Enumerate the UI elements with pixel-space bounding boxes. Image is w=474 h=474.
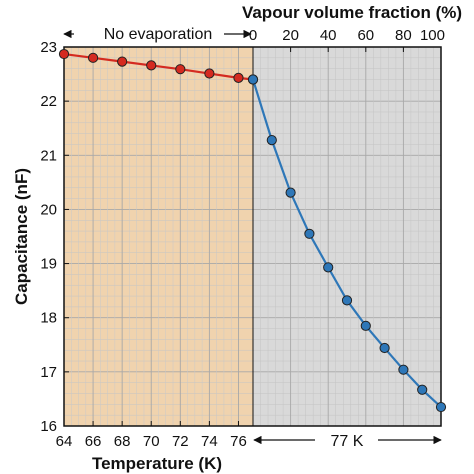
y-tick-label: 18 [40,310,57,327]
top-axis-title: Vapour volume fraction (%) [242,3,462,22]
data-point [304,228,315,239]
y-tick-label: 21 [40,147,57,164]
x-bottom-tick-label: 66 [85,433,102,450]
x-top-tick-label: 80 [395,27,412,44]
x-top-tick-label: 0 [249,27,257,44]
y-axis-title: Capacitance (nF) [12,168,31,305]
data-point [360,320,371,331]
data-point [435,401,447,413]
x-bottom-tick-label: 72 [172,433,189,450]
data-point [204,68,215,79]
x-bottom-tick-label: 76 [230,433,247,450]
data-point [417,384,428,395]
y-tick-label: 19 [40,256,57,273]
data-point [117,56,128,67]
data-point [87,52,99,63]
x-bottom-tick-label: 64 [56,433,73,450]
data-series [58,48,447,413]
x-top-tick-label: 20 [282,27,299,44]
no-evaporation-label: No evaporation [104,26,213,43]
x-top-tick-label: 60 [357,27,374,44]
data-point [398,364,409,375]
data-point [323,262,334,273]
data-point [58,48,70,60]
constant-temperature-label: 77 K [331,433,364,450]
y-tick-label: 20 [40,201,57,218]
x-bottom-tick-label: 74 [201,433,218,450]
x-bottom-tick-label: 68 [114,433,131,450]
annotations: No evaporation 77 K [63,26,442,450]
bottom-axis-title: Temperature (K) [92,454,222,473]
data-point [247,74,259,85]
data-point [175,64,186,75]
y-tick-label: 17 [40,364,57,381]
data-point [266,135,277,146]
evaporation-region [253,47,441,426]
data-point [233,72,244,83]
data-point [146,60,157,71]
data-point [285,187,296,198]
data-point [379,342,390,354]
y-tick-label: 22 [40,93,57,110]
y-tick-label: 16 [40,418,57,435]
tick-labels: 16 17 18 19 20 21 22 23 64 66 68 70 72 74 76 0 20 40 60 80 1… [40,27,445,450]
axis-ticks [63,46,442,427]
data-point [341,295,353,306]
x-top-tick-label: 40 [320,27,337,44]
x-top-tick-label: 100 [420,27,445,44]
x-bottom-tick-label: 70 [143,433,160,450]
y-tick-label: 23 [40,39,57,56]
